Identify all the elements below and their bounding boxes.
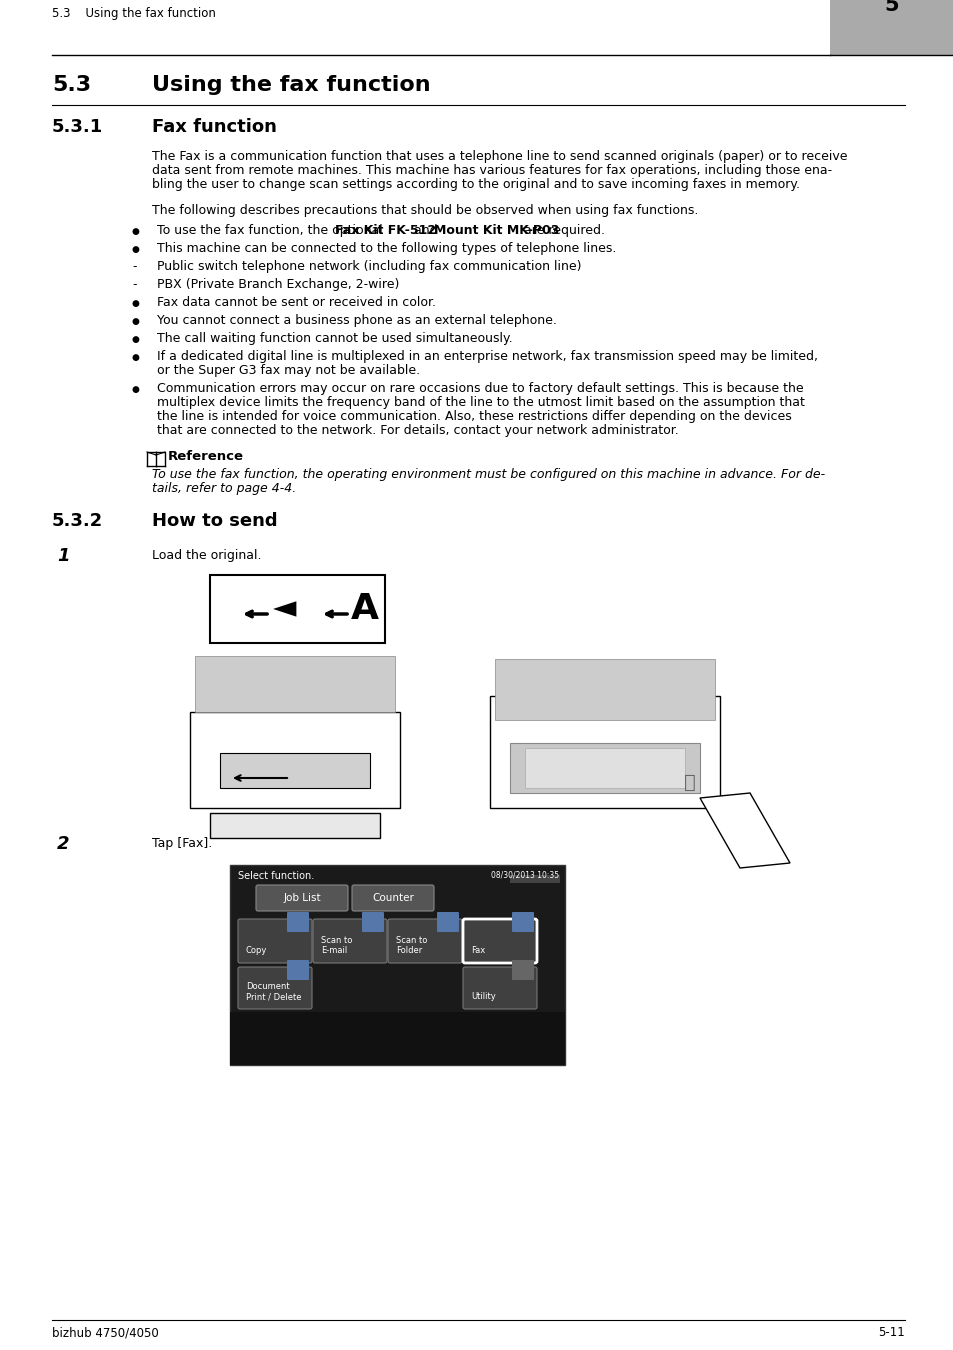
- Text: and: and: [410, 224, 441, 238]
- FancyBboxPatch shape: [287, 960, 309, 980]
- Text: PBX (Private Branch Exchange, 2-wire): PBX (Private Branch Exchange, 2-wire): [157, 278, 399, 292]
- FancyBboxPatch shape: [512, 913, 534, 931]
- Text: bling the user to change scan settings according to the original and to save inc: bling the user to change scan settings a…: [152, 178, 800, 190]
- Text: 5-11: 5-11: [878, 1326, 904, 1339]
- Text: Document
Print / Delete: Document Print / Delete: [246, 981, 301, 1000]
- Text: ◄: ◄: [273, 594, 296, 624]
- Text: How to send: How to send: [152, 512, 277, 531]
- Text: Load the original.: Load the original.: [152, 549, 261, 562]
- Text: ●: ●: [132, 317, 140, 325]
- Text: ●: ●: [132, 335, 140, 344]
- Text: Tap [Fax].: Tap [Fax].: [152, 837, 212, 850]
- Text: -: -: [132, 261, 136, 273]
- Text: Counter: Counter: [372, 892, 414, 903]
- FancyBboxPatch shape: [190, 711, 399, 809]
- Text: You cannot connect a business phone as an external telephone.: You cannot connect a business phone as a…: [157, 315, 557, 327]
- Text: data sent from remote machines. This machine has various features for fax operat: data sent from remote machines. This mac…: [152, 163, 831, 177]
- Bar: [524, 748, 684, 788]
- Bar: [510, 875, 559, 883]
- Bar: [829, 0, 953, 55]
- FancyBboxPatch shape: [237, 967, 312, 1008]
- Text: Public switch telephone network (including fax communication line): Public switch telephone network (includi…: [157, 261, 581, 273]
- FancyBboxPatch shape: [255, 886, 348, 911]
- FancyBboxPatch shape: [287, 913, 309, 931]
- Bar: [210, 575, 385, 643]
- Text: ●: ●: [132, 227, 140, 236]
- Text: 5.3: 5.3: [52, 76, 91, 95]
- Text: Scan to
E-mail: Scan to E-mail: [320, 936, 352, 954]
- FancyBboxPatch shape: [220, 753, 370, 788]
- Bar: [230, 1012, 564, 1065]
- FancyBboxPatch shape: [436, 913, 458, 931]
- Text: The following describes precautions that should be observed when using fax funct: The following describes precautions that…: [152, 204, 698, 217]
- Bar: [510, 743, 700, 792]
- Text: Fax Kit FK-512: Fax Kit FK-512: [335, 224, 436, 238]
- Text: Job List: Job List: [283, 892, 320, 903]
- Text: Reference: Reference: [168, 450, 244, 463]
- Text: The call waiting function cannot be used simultaneously.: The call waiting function cannot be used…: [157, 332, 512, 346]
- Text: 5.3    Using the fax function: 5.3 Using the fax function: [52, 7, 215, 20]
- Text: 1: 1: [57, 547, 70, 566]
- Text: are required.: are required.: [519, 224, 604, 238]
- Bar: [230, 865, 564, 1065]
- Text: -: -: [132, 278, 136, 292]
- Text: Utility: Utility: [471, 992, 496, 1000]
- Text: Select function.: Select function.: [237, 871, 314, 882]
- Text: Scan to
Folder: Scan to Folder: [395, 936, 427, 954]
- Text: Using the fax function: Using the fax function: [152, 76, 430, 95]
- Text: The Fax is a communication function that uses a telephone line to send scanned o: The Fax is a communication function that…: [152, 150, 846, 163]
- Text: ●: ●: [132, 244, 140, 254]
- Text: ●: ●: [132, 298, 140, 308]
- Text: Copy: Copy: [246, 946, 267, 954]
- Text: 2: 2: [57, 836, 70, 853]
- Bar: [495, 659, 714, 720]
- Text: If a dedicated digital line is multiplexed in an enterprise network, fax transmi: If a dedicated digital line is multiplex…: [157, 350, 817, 363]
- Text: ●: ●: [132, 352, 140, 362]
- Bar: [194, 656, 395, 711]
- Text: 5.3.1: 5.3.1: [52, 117, 103, 136]
- Text: A: A: [351, 593, 378, 626]
- Text: that are connected to the network. For details, contact your network administrat: that are connected to the network. For d…: [157, 424, 678, 437]
- FancyBboxPatch shape: [388, 919, 461, 963]
- Bar: [230, 1041, 564, 1065]
- Text: the line is intended for voice communication. Also, these restrictions differ de: the line is intended for voice communica…: [157, 410, 791, 423]
- Text: 5.3.2: 5.3.2: [52, 512, 103, 531]
- Text: or the Super G3 fax may not be available.: or the Super G3 fax may not be available…: [157, 364, 419, 377]
- Text: multiplex device limits the frequency band of the line to the utmost limit based: multiplex device limits the frequency ba…: [157, 396, 804, 409]
- Text: To use the fax function, the optional: To use the fax function, the optional: [157, 224, 386, 238]
- Text: Mount Kit MK-P03: Mount Kit MK-P03: [434, 224, 558, 238]
- FancyBboxPatch shape: [490, 697, 720, 809]
- Text: This machine can be connected to the following types of telephone lines.: This machine can be connected to the fol…: [157, 242, 616, 255]
- FancyBboxPatch shape: [313, 919, 387, 963]
- FancyBboxPatch shape: [210, 813, 379, 838]
- FancyBboxPatch shape: [462, 919, 537, 963]
- Text: Fax data cannot be sent or received in color.: Fax data cannot be sent or received in c…: [157, 296, 436, 309]
- Text: ●: ●: [132, 385, 140, 394]
- FancyBboxPatch shape: [462, 967, 537, 1008]
- Text: 5: 5: [883, 0, 899, 15]
- FancyBboxPatch shape: [352, 886, 434, 911]
- Text: To use the fax function, the operating environment must be configured on this ma: To use the fax function, the operating e…: [152, 468, 824, 481]
- Text: Fax: Fax: [471, 946, 485, 954]
- FancyBboxPatch shape: [512, 960, 534, 980]
- Text: ✋: ✋: [683, 774, 695, 792]
- FancyBboxPatch shape: [361, 913, 384, 931]
- Text: Communication errors may occur on rare occasions due to factory default settings: Communication errors may occur on rare o…: [157, 382, 802, 396]
- Polygon shape: [700, 792, 789, 868]
- FancyBboxPatch shape: [237, 919, 312, 963]
- Text: 08/30/2013 10:35: 08/30/2013 10:35: [491, 871, 558, 880]
- Text: tails, refer to page 4-4.: tails, refer to page 4-4.: [152, 482, 296, 495]
- Text: Fax function: Fax function: [152, 117, 276, 136]
- Text: bizhub 4750/4050: bizhub 4750/4050: [52, 1326, 158, 1339]
